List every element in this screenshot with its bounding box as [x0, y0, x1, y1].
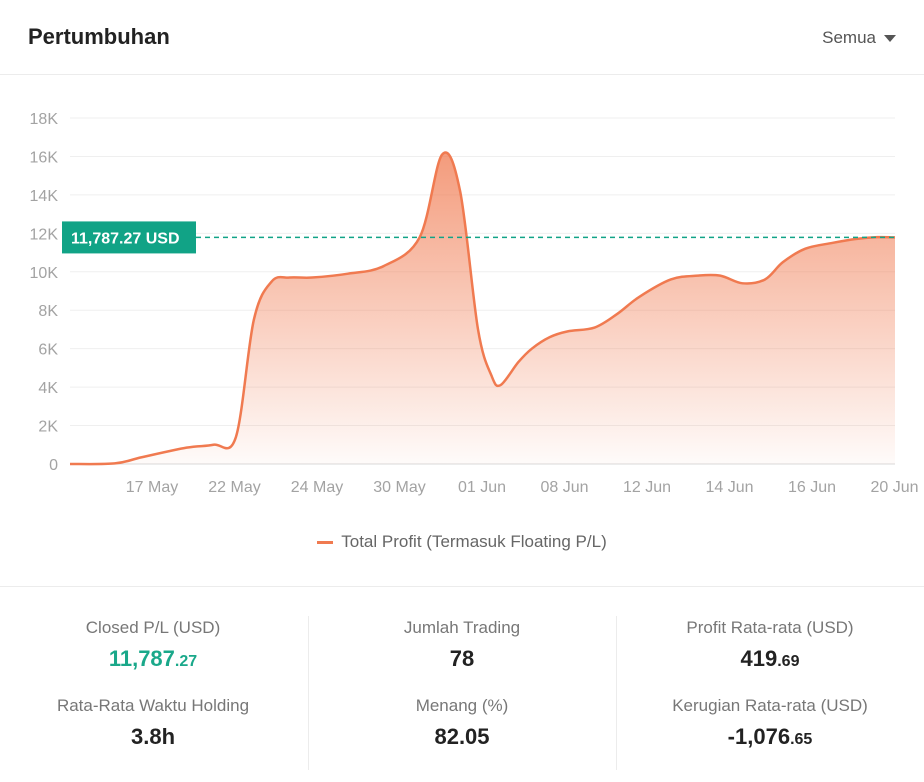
avg-profit-label: Profit Rata-rata (USD): [686, 618, 854, 637]
avg-profit-dec: .69: [777, 653, 800, 670]
data-point: [310, 276, 314, 280]
avg-profit-value: 419.69: [617, 646, 923, 672]
y-tick-label: 10K: [30, 265, 59, 282]
data-point: [763, 277, 767, 281]
avg-loss-dec: .65: [790, 731, 813, 748]
x-tick-label: 30 May: [373, 479, 425, 496]
x-tick-label: 24 May: [291, 479, 343, 496]
closed-pl-label: Closed P/L (USD): [85, 618, 221, 637]
data-point: [185, 446, 189, 450]
closed-pl-stat: Closed P/L (USD) 11,787.27: [0, 618, 306, 672]
data-point: [830, 241, 834, 245]
stats-column-3: Profit Rata-rata (USD) 419.69 Kerugian R…: [616, 616, 923, 770]
data-point: [489, 374, 493, 378]
x-tick-label: 22 May: [208, 479, 260, 496]
y-tick-label: 4K: [38, 380, 58, 397]
page-title: Pertumbuhan: [28, 24, 170, 49]
x-tick-label: 20 Jun: [870, 479, 918, 496]
stats-panel: Closed P/L (USD) 11,787.27 Rata-Rata Wak…: [0, 600, 924, 770]
data-point: [68, 462, 72, 466]
x-tick-label: 17 May: [126, 479, 178, 496]
holding-time-label: Rata-Rata Waktu Holding: [56, 696, 250, 715]
holding-time-value: 3.8h: [130, 724, 176, 749]
win-rate-label: Menang (%): [415, 696, 509, 715]
avg-loss-stat: Kerugian Rata-rata (USD) -1,076.65: [617, 696, 923, 750]
avg-profit-stat: Profit Rata-rata (USD) 419.69: [617, 618, 923, 672]
data-point: [346, 272, 350, 276]
x-tick-label: 16 Jun: [788, 479, 836, 496]
current-value-label: 11,787.27 USD: [71, 230, 180, 247]
data-point: [270, 279, 274, 283]
y-tick-label: 16K: [30, 149, 59, 166]
data-point: [530, 347, 534, 351]
data-point: [211, 443, 215, 447]
closed-pl-value: 11,787.27: [0, 646, 306, 672]
data-point: [234, 435, 238, 439]
trade-count-label: Jumlah Trading: [403, 618, 521, 637]
x-tick-label: 12 Jun: [623, 479, 671, 496]
avg-loss-value: -1,076.65: [617, 724, 923, 750]
legend-swatch: [317, 540, 334, 544]
win-rate-stat: Menang (%) 82.05: [309, 696, 615, 750]
y-tick-label: 6K: [38, 342, 58, 359]
avg-profit-int: 419: [740, 646, 778, 671]
data-point: [458, 189, 462, 193]
data-point: [669, 277, 673, 281]
data-point: [615, 312, 619, 316]
data-point: [288, 276, 292, 280]
win-rate-value: 82.05: [434, 724, 490, 749]
current-value-badge: 11,787.27 USD: [62, 221, 196, 254]
avg-loss-label: Kerugian Rata-rata (USD): [672, 696, 868, 715]
x-tick-label: 14 Jun: [705, 479, 753, 496]
data-point: [382, 264, 386, 268]
legend-label: Total Profit (Termasuk Floating P/L): [341, 532, 607, 551]
data-point: [252, 318, 256, 322]
data-point: [741, 281, 745, 285]
card-header: Pertumbuhan Semua: [0, 0, 924, 75]
period-filter-dropdown[interactable]: Semua: [822, 28, 896, 48]
trade-count-stat: Jumlah Trading 78: [309, 618, 615, 672]
y-tick-label: 12K: [30, 226, 59, 243]
data-point: [718, 274, 722, 278]
data-point: [781, 260, 785, 264]
y-tick-label: 8K: [38, 303, 58, 320]
data-point: [476, 327, 480, 331]
closed-pl-dec: .27: [174, 653, 198, 670]
data-point: [498, 383, 502, 387]
current-value-badge-bg: [62, 221, 196, 254]
data-point: [803, 247, 807, 251]
trade-count-value: 78: [449, 646, 475, 671]
data-point: [566, 329, 570, 333]
caret-down-icon: [884, 34, 896, 42]
y-tick-label: 0: [49, 457, 58, 474]
y-tick-label: 14K: [30, 188, 59, 205]
data-point: [113, 461, 117, 465]
y-axis: 0 2K 4K 6K 8K 10K 12K 14K 16K 18K: [30, 111, 59, 474]
data-point: [548, 335, 552, 339]
divider: [0, 586, 924, 587]
avg-loss-int: -1,076: [727, 724, 791, 749]
growth-chart: 0 2K 4K 6K 8K 10K 12K 14K 16K 18K 17 May 22 May 24 …: [30, 111, 919, 496]
chart-legend[interactable]: Total Profit (Termasuk Floating P/L): [0, 532, 924, 552]
data-point: [440, 153, 444, 157]
stats-column-2: Jumlah Trading 78 Menang (%) 82.05: [308, 616, 615, 770]
data-point: [516, 360, 520, 364]
x-axis: 17 May 22 May 24 May 30 May 01 Jun 08 Jun 12 J…: [126, 479, 919, 496]
grid: [70, 117, 895, 465]
profit-area: [70, 152, 895, 465]
stats-column-1: Closed P/L (USD) 11,787.27 Rata-Rata Wak…: [0, 616, 306, 770]
data-point: [593, 326, 597, 330]
closed-pl-int: 11,787: [108, 646, 175, 671]
profit-line: [69, 151, 896, 466]
x-tick-label: 08 Jun: [540, 479, 588, 496]
holding-time-stat: Rata-Rata Waktu Holding 3.8h: [0, 696, 306, 750]
x-tick-label: 01 Jun: [458, 479, 506, 496]
data-point: [140, 455, 144, 459]
y-tick-label: 2K: [38, 419, 58, 436]
period-filter-label: Semua: [822, 28, 876, 47]
data-point: [637, 295, 641, 299]
y-tick-label: 18K: [30, 111, 59, 128]
data-point: [696, 274, 700, 278]
